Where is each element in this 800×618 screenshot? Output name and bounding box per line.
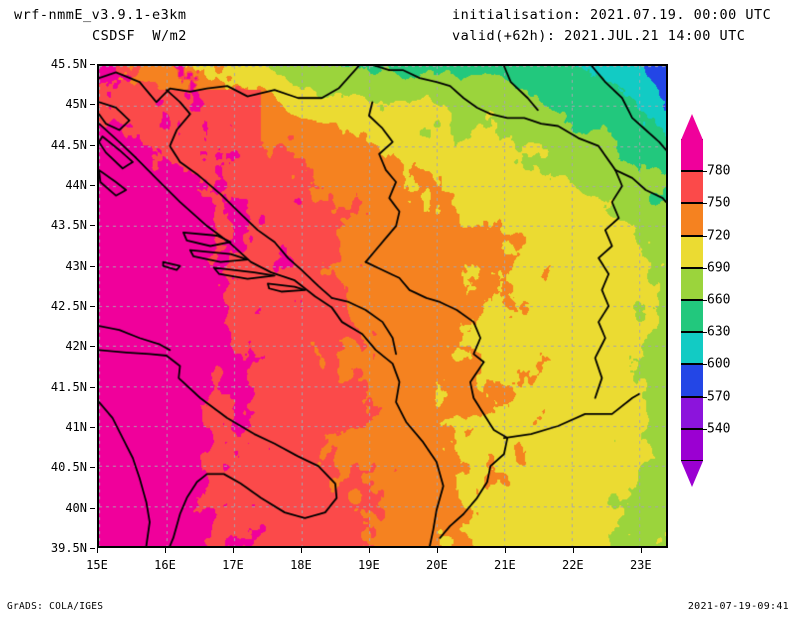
lon-tick-label: 15E xyxy=(86,558,108,572)
lat-tick-mark xyxy=(90,225,95,227)
lat-tick-label: 39.5N xyxy=(50,541,87,555)
lat-tick-mark xyxy=(90,306,95,307)
lat-tick-label: 45N xyxy=(65,97,87,112)
lat-tick-label: 40.5N xyxy=(50,460,87,475)
lat-tick-label: 42.5N xyxy=(50,299,87,313)
colorbar-segment xyxy=(681,332,703,365)
lat-tick-label: 42N xyxy=(65,339,87,354)
lon-tick-label: 21E xyxy=(494,558,516,572)
lat-tick-label: 41N xyxy=(65,420,87,434)
colorbar-segment xyxy=(681,267,703,300)
colorbar-tick-label: 720 xyxy=(707,228,731,244)
initialisation-time: initialisation: 2021.07.19. 00:00 UTC xyxy=(452,7,772,23)
coastline-border-overlay xyxy=(99,66,666,546)
colorbar-segment xyxy=(681,364,703,397)
colorbar-tick-mark xyxy=(703,235,707,237)
colorbar-tick-label: 690 xyxy=(707,260,731,276)
colorbar-tick-mark xyxy=(703,300,707,301)
colorbar-tick-mark xyxy=(703,428,707,430)
lon-tick-label: 19E xyxy=(358,558,380,572)
colorbar-low-extend-arrow xyxy=(681,461,703,487)
lon-tick-label: 20E xyxy=(426,558,448,572)
longitude-axis: 15E 16E 17E 18E 19E 20E 21E 22E 23E xyxy=(86,548,668,574)
lat-tick-mark xyxy=(90,346,95,348)
colorbar-segment xyxy=(681,203,703,236)
lat-tick-label: 44N xyxy=(65,178,87,192)
colorbar-tick-label: 540 xyxy=(707,421,731,437)
colorbar-segment xyxy=(681,428,703,461)
variable-title: CSDSF W/m2 xyxy=(92,28,187,44)
lon-tick-label: 23E xyxy=(629,558,652,572)
colorbar-tick-mark xyxy=(703,396,707,398)
colorbar-tick-label: 660 xyxy=(707,292,731,308)
lon-tick-mark xyxy=(97,548,98,553)
colorbar-tick-mark xyxy=(703,171,707,173)
lon-tick-mark xyxy=(504,548,506,553)
lat-tick-mark xyxy=(90,548,95,549)
lat-tick-mark xyxy=(90,64,95,65)
grads-credit: GrADS: COLA/IGES xyxy=(7,601,104,612)
lon-tick-mark xyxy=(368,548,370,553)
lon-tick-mark xyxy=(640,548,642,553)
lat-tick-label: 41.5N xyxy=(50,379,87,394)
lon-tick-mark xyxy=(300,548,302,553)
lat-tick-mark xyxy=(90,467,95,469)
colorbar-segment xyxy=(681,139,703,172)
valid-time: valid(+62h): 2021.JUL.21 14:00 UTC xyxy=(452,28,746,44)
colorbar-high-extend-arrow xyxy=(681,114,703,140)
lon-tick-label: 16E xyxy=(154,558,176,572)
lat-tick-mark xyxy=(90,507,95,509)
lon-tick-label: 18E xyxy=(290,558,312,572)
render-timestamp: 2021-07-19-09:41 xyxy=(687,601,789,612)
colorbar-tick-label: 570 xyxy=(707,389,731,405)
lat-tick-mark xyxy=(90,185,95,186)
colorbar-segment xyxy=(681,171,703,204)
colorbar-tick-label: 750 xyxy=(707,195,731,211)
colorbar-tick-mark xyxy=(703,267,707,269)
lat-tick-mark xyxy=(90,386,95,388)
lon-tick-label: 17E xyxy=(222,558,244,572)
lat-tick-label: 44.5N xyxy=(50,137,87,152)
lat-tick-mark xyxy=(90,265,95,267)
colorbar-tick-label: 630 xyxy=(707,324,731,340)
map-plot-area xyxy=(97,64,668,548)
lon-tick-mark xyxy=(436,548,438,553)
lon-tick-mark xyxy=(164,548,166,553)
colorbar-segment xyxy=(681,396,703,429)
model-title: wrf-nmmE_v3.9.1-e3km xyxy=(14,7,187,23)
lat-tick-mark xyxy=(90,104,95,106)
lat-tick-label: 45.5N xyxy=(50,57,87,71)
colorbar: 780 750 720 690 660 630 600 570 540 xyxy=(681,114,730,487)
colorbar-tick-label: 600 xyxy=(707,356,731,372)
lat-tick-mark xyxy=(90,144,95,146)
colorbar-segment xyxy=(681,235,703,268)
lat-tick-label: 40N xyxy=(65,500,87,515)
latitude-axis: 45.5N 45N 44.5N 44N 43.5N 43N 42.5N 42N 41.5N 41N… xyxy=(0,57,95,555)
lon-tick-mark xyxy=(232,548,234,553)
colorbar-segment xyxy=(681,300,703,333)
lon-tick-mark xyxy=(572,548,574,553)
lon-tick-label: 22E xyxy=(561,558,584,572)
colorbar-tick-mark xyxy=(703,364,707,366)
lat-tick-mark xyxy=(90,427,95,428)
lat-tick-label: 43.5N xyxy=(50,218,87,233)
colorbar-tick-label: 780 xyxy=(707,163,731,179)
lat-tick-label: 43N xyxy=(65,258,87,273)
colorbar-tick-mark xyxy=(703,203,707,205)
colorbar-tick-mark xyxy=(703,332,707,334)
